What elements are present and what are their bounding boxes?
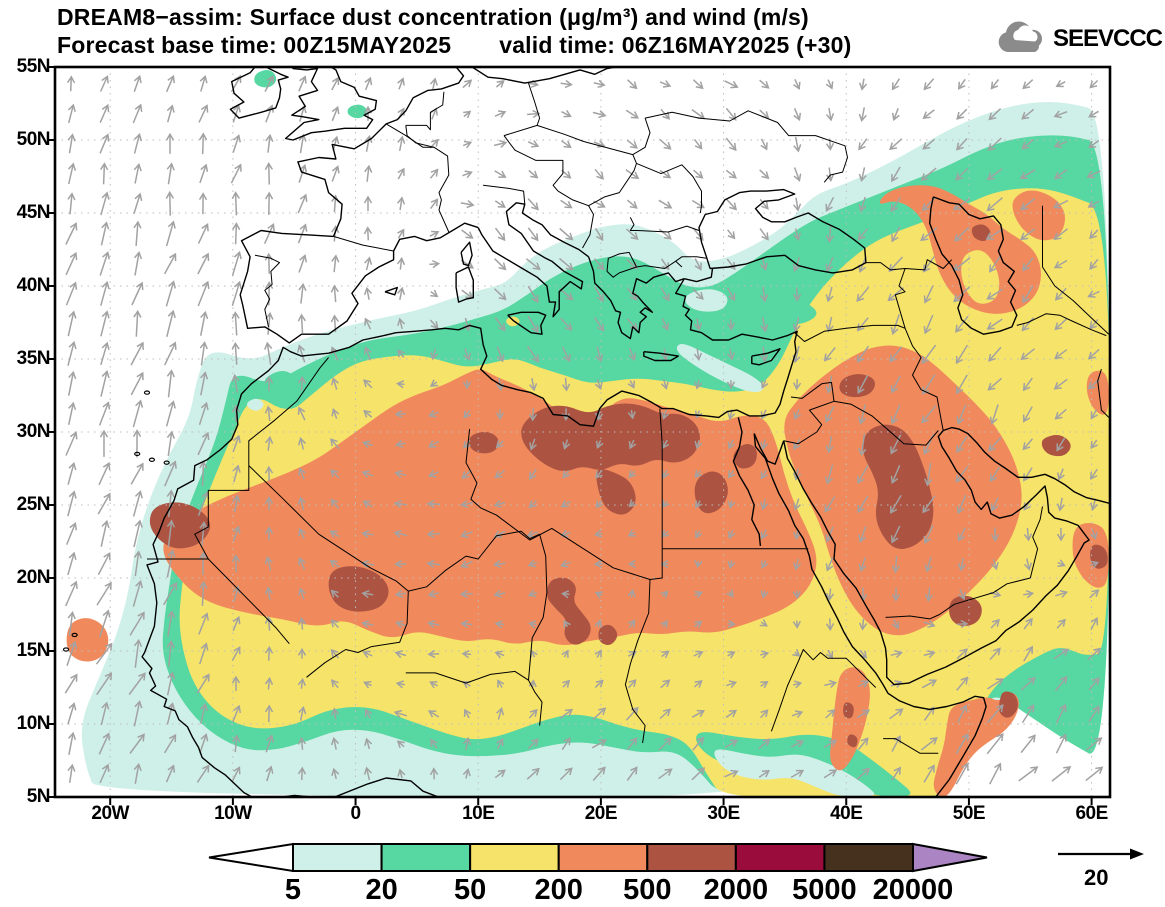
colorbar-tick-label: 5000 <box>792 874 857 904</box>
lat-tick-label: 10N <box>16 713 51 734</box>
lat-tick-label: 40N <box>16 275 51 296</box>
chart-title: DREAM8−assim: Surface dust concentration… <box>57 4 809 30</box>
colorbar-tick-label: 200 <box>535 874 583 904</box>
lat-tick-label: 15N <box>16 640 51 661</box>
lat-tick-label: 5N <box>26 786 51 807</box>
chart-header: DREAM8−assim: Surface dust concentration… <box>57 4 851 59</box>
valid-time: valid time: 06Z16MAY2025 (+30) <box>499 32 852 58</box>
colorbar-tick-label: 2000 <box>704 874 769 904</box>
wind-reference: 20 <box>1058 848 1144 890</box>
colorbar-right-arrow <box>912 842 988 873</box>
lon-tick-label: 50E <box>952 803 986 824</box>
lon-tick-label: 0 <box>350 803 362 824</box>
lat-tick-label: 50N <box>16 129 51 150</box>
lat-tick-label: 45N <box>16 202 51 223</box>
lon-tick-label: 20W <box>91 803 129 824</box>
lon-tick-label: 20E <box>584 803 618 824</box>
colorbar-segment <box>734 843 826 872</box>
logo-text: SEEVCCC <box>1052 25 1163 52</box>
map-frame <box>47 65 1112 805</box>
colorbar-tick-label: 20000 <box>873 874 954 904</box>
lat-tick-label: 25N <box>16 494 51 515</box>
lon-tick-label: 10W <box>214 803 252 824</box>
lon-tick-label: 60E <box>1075 803 1108 824</box>
wind-reference-label: 20 <box>1084 865 1108 890</box>
lat-tick-label: 30N <box>16 421 51 442</box>
colorbar-segment <box>380 843 472 872</box>
dust-map <box>47 65 1112 805</box>
colorbar-segment <box>292 843 383 872</box>
colorbar-segment <box>646 843 737 872</box>
grid-layer <box>55 67 1110 797</box>
lon-tick-label: 10E <box>462 803 495 824</box>
colorbar-tick-label: 50 <box>454 874 486 904</box>
colorbar-segment <box>469 843 560 872</box>
coastlines-layer <box>62 67 1110 797</box>
cloud-icon: » <box>998 21 1042 55</box>
colorbar-tick-label: 5 <box>285 874 301 904</box>
lat-tick-label: 20N <box>16 567 51 588</box>
lon-tick-label: 30E <box>707 803 740 824</box>
svg-text:»: » <box>1010 38 1018 55</box>
colorbar-tick-label: 20 <box>365 874 397 904</box>
lat-tick-label: 55N <box>16 56 51 77</box>
colorbar-segment <box>557 843 649 872</box>
colorbar-segment <box>823 843 915 872</box>
forecast-base-time: Forecast base time: 00Z15MAY2025 <box>57 32 452 58</box>
wind-arrows-layer <box>64 74 1104 785</box>
lat-tick-label: 35N <box>16 348 51 369</box>
lon-tick-label: 40E <box>830 803 863 824</box>
colorbar-left-arrow <box>208 842 294 873</box>
colorbar-legend: 5 20 50 200 500 2000 5000 20000 <box>208 842 988 904</box>
chart-subtitle: Forecast base time: 00Z15MAY2025 valid t… <box>57 32 851 59</box>
seevccc-logo: » SEEVCCC <box>995 18 1163 60</box>
wind-reference-arrowhead <box>1130 848 1144 860</box>
colorbar-tick-label: 500 <box>623 874 671 904</box>
